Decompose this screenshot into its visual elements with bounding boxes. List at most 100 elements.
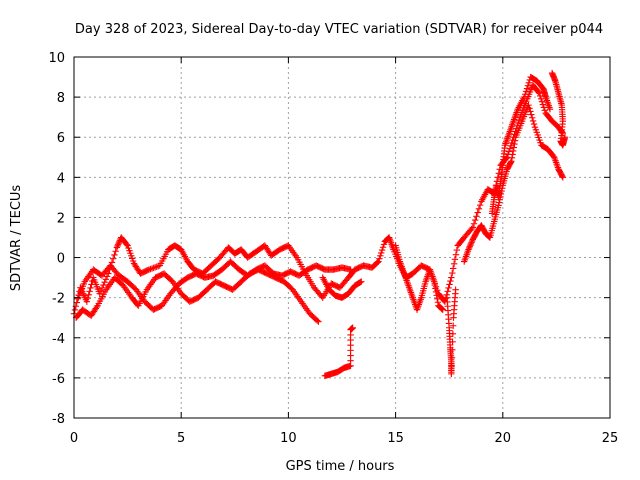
chart-title: Day 328 of 2023, Sidereal Day-to-day VTE… xyxy=(75,22,603,37)
data-point xyxy=(472,216,479,224)
y-tick-label: 2 xyxy=(57,211,65,226)
axis-ticks: 0 5 10 15 20 25 -8 -6 -4 -2 0 2 4 6 8 10 xyxy=(48,51,618,446)
data-point xyxy=(529,114,536,121)
x-tick-label: 25 xyxy=(602,431,619,446)
data-point xyxy=(466,243,473,250)
data-point xyxy=(503,154,511,161)
data-point xyxy=(508,158,515,165)
data-point xyxy=(559,172,566,180)
data-point xyxy=(535,88,542,96)
x-tick-label: 10 xyxy=(280,431,297,446)
data-points xyxy=(70,69,569,380)
data-point xyxy=(550,152,557,160)
data-point xyxy=(447,277,454,285)
data-point xyxy=(521,93,528,101)
data-point xyxy=(453,246,461,254)
data-point xyxy=(378,246,386,254)
y-tick-label: 6 xyxy=(57,131,65,146)
data-point xyxy=(540,104,548,111)
data-point xyxy=(530,120,538,128)
data-point xyxy=(147,265,154,273)
data-point xyxy=(506,145,514,152)
data-point xyxy=(313,317,321,324)
data-point xyxy=(431,281,439,289)
grid xyxy=(74,57,610,418)
y-tick-label: -8 xyxy=(52,412,65,427)
y-tick-label: 0 xyxy=(57,252,65,267)
data-point xyxy=(444,288,451,295)
data-point xyxy=(495,202,502,209)
data-point xyxy=(151,264,159,271)
data-point xyxy=(145,266,153,273)
data-point xyxy=(114,242,121,250)
data-point xyxy=(525,101,532,109)
data-point xyxy=(84,295,91,302)
x-axis-label: GPS time / hours xyxy=(286,459,395,474)
data-point xyxy=(74,295,81,303)
y-tick-label: -2 xyxy=(52,292,65,307)
data-point xyxy=(508,154,516,162)
data-point xyxy=(527,108,534,115)
data-point xyxy=(449,322,457,329)
data-point xyxy=(546,105,554,113)
data-point xyxy=(73,299,80,306)
y-tick-label: 8 xyxy=(57,91,65,106)
data-point xyxy=(529,117,537,125)
data-point xyxy=(522,88,530,95)
data-point xyxy=(476,201,484,209)
data-point xyxy=(528,111,535,118)
data-point xyxy=(559,174,567,181)
data-point xyxy=(541,107,548,114)
data-point xyxy=(430,278,438,285)
data-point xyxy=(452,251,460,258)
data-point xyxy=(376,255,383,262)
data-point xyxy=(508,139,515,147)
data-point xyxy=(525,79,533,86)
data-point xyxy=(439,306,446,313)
data-point xyxy=(561,134,569,141)
data-point xyxy=(87,284,94,292)
data-point xyxy=(449,269,456,277)
data-point xyxy=(114,241,122,248)
data-point xyxy=(448,274,455,281)
data-point xyxy=(467,242,474,249)
data-point xyxy=(113,244,121,251)
data-point xyxy=(380,241,388,248)
x-tick-label: 20 xyxy=(495,431,512,446)
data-point xyxy=(374,259,381,266)
data-point xyxy=(442,295,450,302)
plot-frame xyxy=(73,56,611,419)
data-point xyxy=(378,249,385,257)
data-point xyxy=(539,101,547,108)
data-point xyxy=(465,246,472,253)
x-tick-label: 15 xyxy=(387,431,404,446)
data-point xyxy=(434,299,442,306)
data-point xyxy=(85,291,92,299)
y-tick-label: -4 xyxy=(52,332,65,347)
data-point xyxy=(358,278,365,285)
data-point xyxy=(93,303,100,311)
data-point xyxy=(379,244,387,251)
data-point xyxy=(509,151,516,158)
data-point xyxy=(468,239,475,246)
data-point xyxy=(110,255,117,262)
data-point xyxy=(97,287,105,294)
data-point xyxy=(450,260,458,268)
data-point xyxy=(349,324,356,331)
data-point xyxy=(495,199,503,206)
data-point xyxy=(123,241,130,248)
data-point xyxy=(451,256,459,263)
data-point xyxy=(103,273,111,280)
x-tick-label: 5 xyxy=(177,431,185,446)
data-point xyxy=(538,98,546,105)
data-point xyxy=(526,105,533,112)
data-point xyxy=(524,82,532,89)
data-point xyxy=(467,240,475,248)
data-point xyxy=(357,278,364,286)
data-point xyxy=(449,330,457,337)
data-point xyxy=(347,266,354,273)
y-axis-label: SDTVAR / TECUs xyxy=(9,185,24,292)
data-point xyxy=(449,265,457,272)
data-point xyxy=(101,278,108,286)
